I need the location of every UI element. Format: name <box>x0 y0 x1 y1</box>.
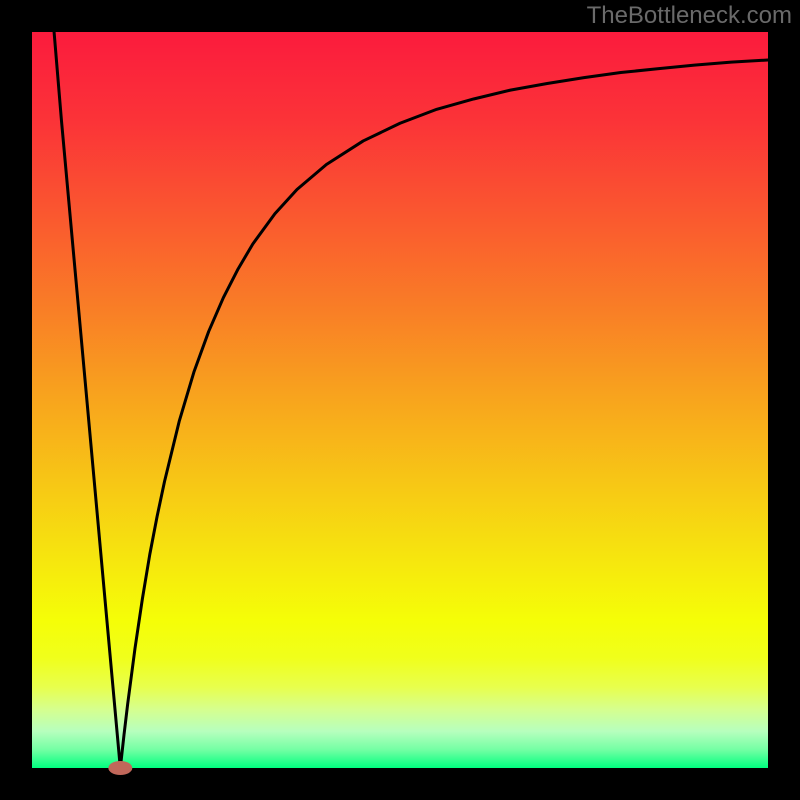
bottleneck-chart <box>0 0 800 800</box>
chart-container: { "watermark": { "text": "TheBottleneck.… <box>0 0 800 800</box>
minimum-marker <box>108 761 132 775</box>
plot-background-gradient <box>32 32 768 768</box>
watermark-text: TheBottleneck.com <box>587 2 792 30</box>
